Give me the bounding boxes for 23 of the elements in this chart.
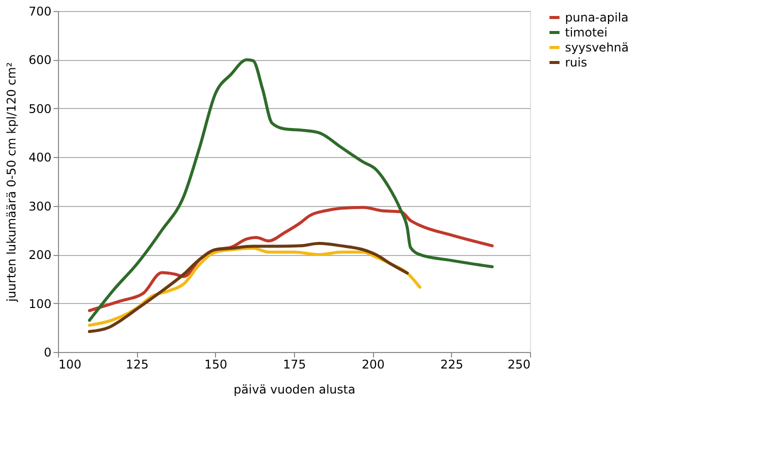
y-axis-title: juurten lukumäärä 0-50 cm kpl/120 cm² [4, 62, 19, 303]
legend-label: puna-apila [565, 10, 629, 24]
x-tick-label: 200 [362, 358, 385, 372]
y-tick-label: 700 [28, 4, 52, 18]
line-series [88, 242, 409, 334]
legend-label: ruis [565, 56, 588, 70]
x-tick-label: 125 [126, 358, 149, 372]
y-tick-label: 500 [28, 102, 52, 116]
y-tick-label: 100 [28, 296, 52, 311]
x-tick-label: 225 [440, 358, 464, 372]
x-tick-label: 100 [58, 358, 82, 372]
y-tick-label: 600 [28, 53, 52, 68]
x-tick-label: 175 [283, 358, 306, 372]
y-tick-label: 400 [28, 150, 52, 165]
x-axis-title: päivä vuoden alusta [234, 382, 356, 396]
y-tick-label: 200 [28, 248, 52, 262]
line-series [88, 58, 494, 322]
y-tick-label: 300 [28, 199, 52, 214]
x-tick-label: 250 [508, 358, 530, 372]
x-tick-label: 150 [204, 358, 228, 372]
legend-label: timotei [565, 26, 608, 40]
y-tick-label: 0 [44, 346, 52, 360]
legend-label: syysvehnä [565, 40, 629, 54]
